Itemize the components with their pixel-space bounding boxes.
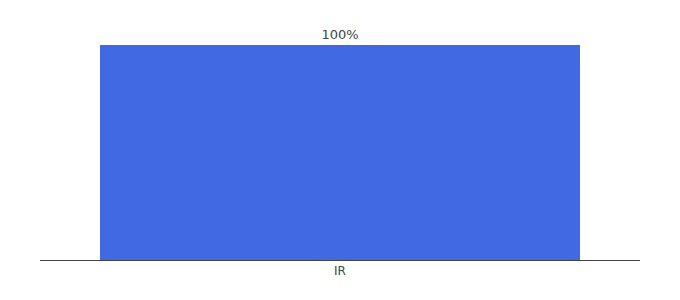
svg-text:IR: IR [334, 264, 346, 278]
svg-text:100%: 100% [321, 27, 358, 42]
